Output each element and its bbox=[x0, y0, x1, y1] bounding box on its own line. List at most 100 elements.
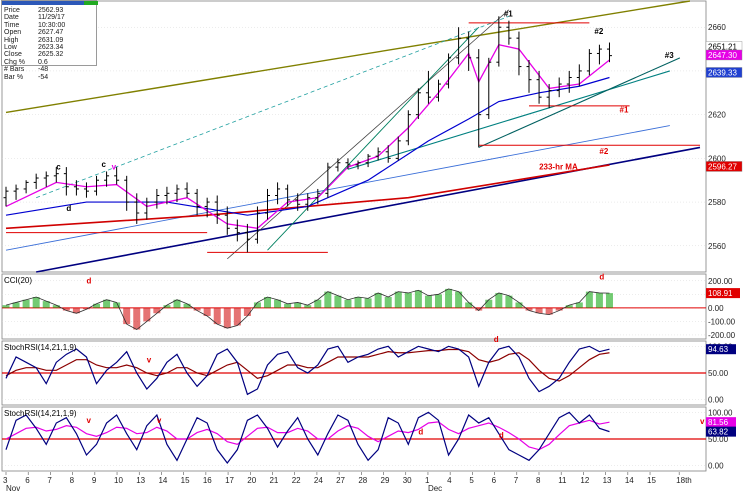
price-bar bbox=[63, 167, 69, 196]
x-tick-label: 24 bbox=[314, 476, 323, 485]
price-bar bbox=[13, 184, 19, 200]
cci-bar bbox=[434, 294, 442, 308]
month-label: Nov bbox=[6, 484, 20, 491]
price-bar bbox=[345, 158, 351, 170]
cci-bar bbox=[344, 299, 352, 308]
cci-bar bbox=[183, 303, 191, 308]
price-bar bbox=[214, 195, 220, 224]
price-value-label: 2651.21 bbox=[708, 42, 737, 51]
data-window-row: High 2631.09 bbox=[4, 37, 94, 44]
price-bar bbox=[204, 197, 210, 218]
x-tick-label: 11 bbox=[558, 476, 567, 485]
month-label: Dec bbox=[428, 484, 442, 491]
price-bar bbox=[285, 184, 291, 207]
price-bar bbox=[3, 186, 9, 207]
price-bar bbox=[536, 70, 542, 104]
price-bar bbox=[83, 182, 89, 198]
stoch-2-title: StochRSI(14,21,1,9) bbox=[4, 409, 77, 418]
price-bar bbox=[184, 182, 190, 198]
price-bar bbox=[114, 167, 120, 185]
price-bar bbox=[516, 31, 522, 76]
price-value-label-box bbox=[705, 161, 743, 172]
cci-bar bbox=[82, 307, 90, 310]
cci-bar bbox=[304, 305, 312, 308]
trend-line bbox=[5, 125, 670, 251]
cci-bar bbox=[505, 295, 513, 308]
stoch-1-value-label-box bbox=[706, 344, 736, 355]
price-bar bbox=[566, 70, 572, 93]
data-window-value: 10:30:00 bbox=[38, 21, 66, 29]
x-tick-label: 4 bbox=[447, 476, 452, 485]
data-window-key: Close bbox=[4, 51, 22, 59]
cci-bar bbox=[314, 299, 322, 308]
price-bar bbox=[435, 79, 441, 102]
price-bar bbox=[295, 193, 301, 211]
cci-bar bbox=[374, 292, 382, 308]
cci-tick-label: -100.00 bbox=[708, 317, 736, 326]
x-tick-label: 6 bbox=[492, 476, 497, 485]
x-tick-label: 8 bbox=[536, 476, 541, 485]
price-bar bbox=[43, 171, 49, 187]
data-window-row: Price 2562.93 bbox=[4, 7, 94, 14]
stoch-2-value-label: 63.82 bbox=[708, 428, 729, 437]
cci-bar bbox=[213, 307, 221, 325]
cci-bar bbox=[324, 291, 332, 308]
price-bar bbox=[134, 193, 140, 224]
data-window-row: Bar % -54 bbox=[4, 74, 94, 81]
cci-value-label: 108.91 bbox=[708, 289, 733, 298]
stoch-1-k-line bbox=[5, 345, 610, 396]
price-bar bbox=[415, 88, 421, 120]
cci-bar bbox=[233, 307, 241, 326]
x-tick-label: 21 bbox=[269, 476, 278, 485]
price-bar bbox=[174, 184, 180, 203]
stoch-1-signal-line bbox=[5, 348, 610, 382]
data-window-key: Open bbox=[4, 29, 22, 37]
cci-bar bbox=[334, 295, 342, 308]
price-bar bbox=[405, 110, 411, 146]
stoch-2-tick-label: 100.00 bbox=[708, 408, 733, 417]
data-window-row: Date 11/29/17 bbox=[4, 14, 94, 21]
data-window-value: 2623.34 bbox=[38, 44, 64, 52]
stoch-2-tick-label: 50.00 bbox=[708, 435, 729, 444]
price-bar bbox=[254, 206, 260, 244]
cci-bar bbox=[364, 298, 372, 308]
data-window-key: Chg % bbox=[4, 58, 26, 66]
price-bar bbox=[315, 188, 321, 205]
data-window-row: Time 10:30:00 bbox=[4, 22, 94, 29]
data-window-value: -54 bbox=[38, 73, 49, 81]
stoch-1-annotation: v bbox=[147, 355, 152, 364]
cci-bar bbox=[565, 305, 573, 308]
price-bar bbox=[546, 84, 552, 109]
price-bar bbox=[556, 77, 562, 98]
cci-bar bbox=[22, 299, 30, 308]
x-tick-label: 30 bbox=[403, 476, 412, 485]
stoch-2-value-label: 81.56 bbox=[708, 418, 729, 427]
x-tick-label: 15 bbox=[181, 476, 190, 485]
stoch-rsi-panel-1: 100.0050.000.00StochRSI(14,21,1,9)vd94.6… bbox=[2, 335, 736, 405]
price-bar bbox=[456, 27, 462, 65]
price-tick-label: 2660 bbox=[708, 23, 726, 32]
data-window-row: Low 2623.34 bbox=[4, 44, 94, 51]
price-bar bbox=[395, 136, 401, 161]
price-bar bbox=[425, 70, 431, 104]
cci-line bbox=[5, 288, 610, 330]
price-bar bbox=[124, 175, 130, 211]
stoch-1-title: StochRSI(14,21,1,9) bbox=[4, 343, 77, 352]
price-annotation: #2 bbox=[594, 27, 603, 36]
cci-bar bbox=[223, 307, 231, 329]
price-bar bbox=[365, 153, 371, 168]
trend-line bbox=[36, 15, 510, 199]
x-tick-label: 7 bbox=[47, 476, 52, 485]
price-bar bbox=[476, 49, 482, 148]
price-bar bbox=[144, 197, 150, 220]
cci-bar bbox=[384, 297, 392, 308]
price-bar bbox=[244, 223, 250, 253]
data-window-value: 2627.47 bbox=[38, 29, 64, 37]
price-bar bbox=[446, 53, 452, 89]
data-window-key: Time bbox=[4, 21, 20, 29]
price-bar bbox=[224, 206, 230, 235]
x-tick-label: 16 bbox=[203, 476, 212, 485]
cci-annotation: d bbox=[599, 272, 604, 281]
price-annotation: #1 bbox=[620, 105, 629, 114]
